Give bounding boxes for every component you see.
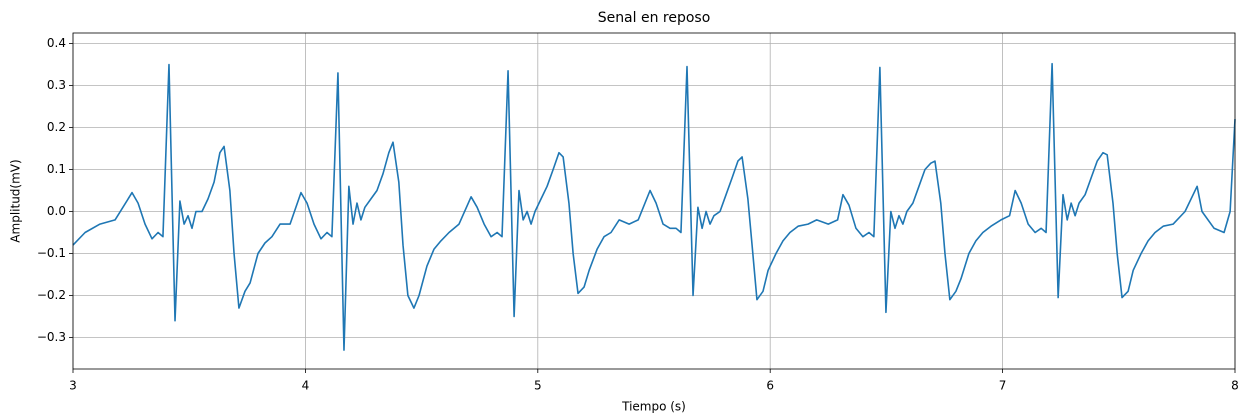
y-tick-label: 0.0 [47,204,66,218]
chart-title: Senal en reposo [598,10,711,26]
y-axis-label: Amplitud(mV) [9,159,23,242]
y-tick-label: 0.2 [47,120,66,134]
y-tick-label: 0.4 [47,36,66,50]
y-tick-label: 0.3 [47,78,66,92]
plot-frame [72,32,1236,370]
x-tick-label: 8 [1231,379,1239,393]
signal-line [72,62,1236,351]
x-tick-label: 3 [69,379,77,393]
x-tick-label: 6 [766,379,774,393]
x-tick-label: 4 [302,379,310,393]
x-tick-label: 5 [534,379,542,393]
x-tick-label: 7 [999,379,1007,393]
y-tick-label: −0.3 [37,330,66,344]
y-tick-label: 0.1 [47,162,66,176]
y-tick-label: −0.1 [37,246,66,260]
x-axis-label: Tiempo (s) [621,400,686,414]
y-tick-label: −0.2 [37,288,66,302]
